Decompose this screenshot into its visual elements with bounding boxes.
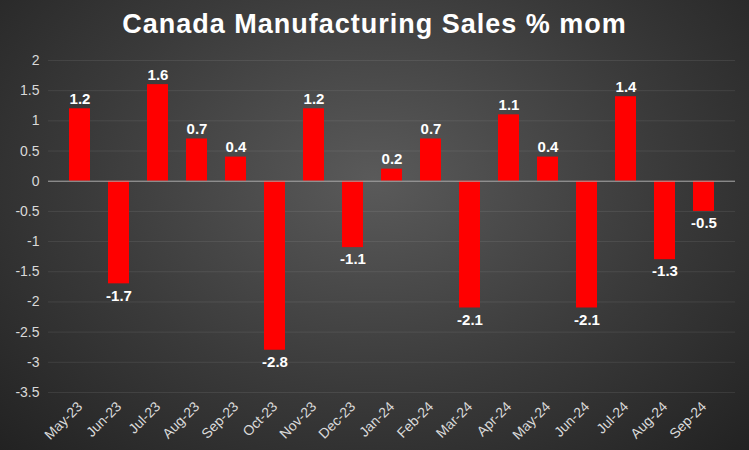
svg-text:-2.1: -2.1: [457, 311, 483, 328]
svg-text:-2.1: -2.1: [574, 311, 600, 328]
svg-text:Jul-23: Jul-23: [125, 398, 163, 436]
svg-text:0.4: 0.4: [538, 138, 560, 155]
svg-text:-2.8: -2.8: [262, 353, 288, 370]
svg-text:-3.5: -3.5: [15, 384, 39, 400]
svg-text:1.2: 1.2: [70, 90, 91, 107]
svg-text:Sep-24: Sep-24: [666, 398, 709, 441]
svg-text:Aug-23: Aug-23: [159, 398, 202, 441]
svg-text:0.7: 0.7: [421, 120, 442, 137]
svg-text:Oct-23: Oct-23: [239, 398, 280, 439]
svg-text:2: 2: [32, 52, 40, 68]
svg-text:1.6: 1.6: [148, 66, 169, 83]
svg-text:-1: -1: [27, 233, 40, 249]
svg-text:1.1: 1.1: [499, 96, 520, 113]
svg-text:-1.3: -1.3: [652, 262, 678, 279]
svg-text:Nov-23: Nov-23: [276, 398, 319, 441]
svg-text:-2: -2: [27, 293, 40, 309]
svg-text:Apr-24: Apr-24: [473, 398, 514, 439]
svg-text:-2.5: -2.5: [15, 324, 39, 340]
svg-text:May-24: May-24: [509, 398, 553, 442]
svg-text:Jun-24: Jun-24: [551, 398, 593, 440]
svg-text:Jul-24: Jul-24: [593, 398, 631, 436]
svg-text:0: 0: [32, 173, 40, 189]
svg-text:0.5: 0.5: [20, 143, 40, 159]
svg-text:-0.5: -0.5: [15, 203, 39, 219]
svg-text:Dec-23: Dec-23: [315, 398, 358, 441]
svg-text:May-23: May-23: [41, 398, 85, 442]
svg-text:Aug-24: Aug-24: [627, 398, 670, 441]
svg-text:-1.1: -1.1: [340, 250, 366, 267]
svg-text:-3: -3: [27, 354, 40, 370]
svg-text:1.5: 1.5: [20, 82, 40, 98]
svg-text:-1.7: -1.7: [106, 286, 132, 303]
svg-text:Sep-23: Sep-23: [198, 398, 241, 441]
svg-text:Jan-24: Jan-24: [356, 398, 398, 440]
svg-text:Feb-24: Feb-24: [394, 398, 437, 441]
svg-text:0.4: 0.4: [226, 138, 248, 155]
html-text:Canada Manufacturing Sales % m: Canada Manufacturing Sales % mom: [122, 9, 627, 39]
svg-text:Mar-24: Mar-24: [433, 398, 476, 441]
svg-text:-0.5: -0.5: [691, 214, 717, 231]
svg-text:Jun-23: Jun-23: [83, 398, 125, 440]
svg-text:0.7: 0.7: [187, 120, 208, 137]
svg-text:1: 1: [32, 112, 40, 128]
svg-text:0.2: 0.2: [382, 150, 403, 167]
svg-text:-1.5: -1.5: [15, 263, 39, 279]
svg-text:1.4: 1.4: [616, 78, 638, 95]
svg-text:1.2: 1.2: [304, 90, 325, 107]
